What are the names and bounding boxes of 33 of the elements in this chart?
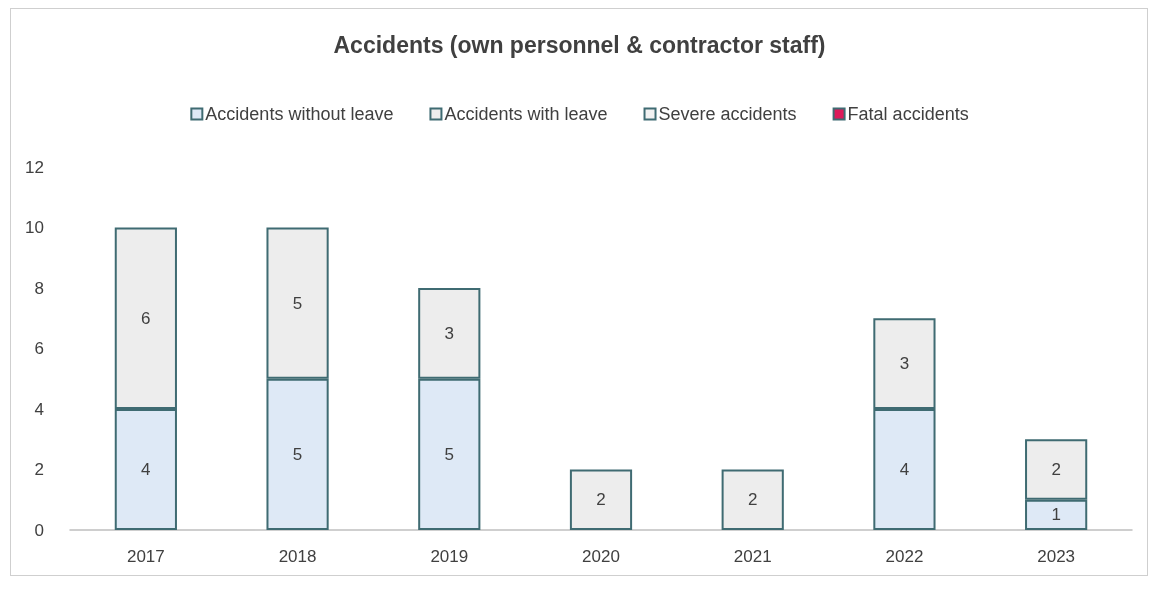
data-label: 5 xyxy=(292,444,303,464)
x-tick-label: 2017 xyxy=(126,547,165,566)
bar xyxy=(721,469,784,530)
data-label: 1 xyxy=(1051,505,1061,525)
y-tick-label: 6 xyxy=(34,339,44,358)
y-tick-label: 12 xyxy=(25,157,44,177)
y-tick-label: 0 xyxy=(34,520,44,540)
x-tick-label: 2018 xyxy=(278,547,317,566)
data-label: 2 xyxy=(596,490,606,510)
legend-label: Severe accidents xyxy=(658,104,797,124)
data-label: 4 xyxy=(899,460,910,479)
legend-label: Fatal accidents xyxy=(847,104,969,124)
bar xyxy=(569,469,633,530)
x-tick-label: 2022 xyxy=(885,547,924,566)
legend-label: Accidents without leave xyxy=(205,104,394,124)
data-label: 3 xyxy=(899,354,910,374)
data-label: 2 xyxy=(1051,460,1061,479)
data-label: 5 xyxy=(292,293,303,313)
data-label: 4 xyxy=(141,460,151,479)
y-tick-label: 4 xyxy=(34,399,44,419)
y-tick-label: 10 xyxy=(25,218,44,237)
legend-label: Accidents with leave xyxy=(444,104,608,124)
y-tick-label: 2 xyxy=(34,460,44,479)
y-tick-label: 8 xyxy=(34,278,44,298)
data-label: 2 xyxy=(747,490,758,510)
data-label: 6 xyxy=(141,308,151,328)
x-tick-label: 2023 xyxy=(1037,547,1076,566)
data-label: 3 xyxy=(444,323,455,343)
chart-title: Accidents (own personnel & contractor staff) xyxy=(333,31,826,58)
data-label: 5 xyxy=(444,444,455,464)
x-tick-label: 2019 xyxy=(430,547,469,566)
x-tick-label: 2020 xyxy=(582,547,620,566)
x-tick-label: 2021 xyxy=(733,547,772,566)
